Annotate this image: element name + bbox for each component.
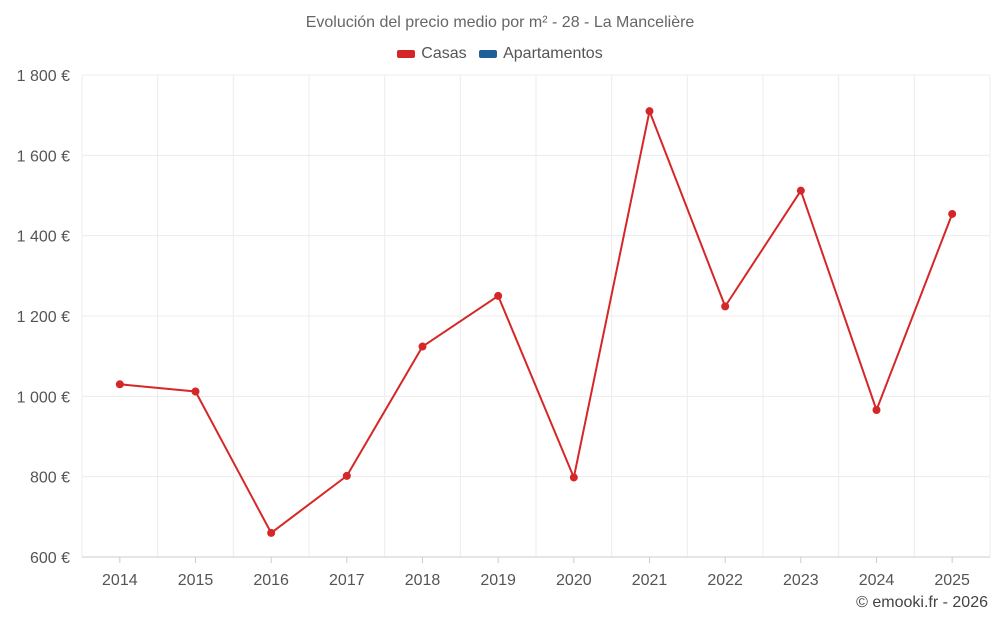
- data-point-casas-2014[interactable]: [115, 380, 124, 389]
- data-point-casas-2025[interactable]: [948, 209, 957, 218]
- legend-item-casas[interactable]: Casas: [397, 45, 467, 63]
- data-point-casas-2016[interactable]: [267, 528, 276, 537]
- legend-swatch-casas: [397, 50, 416, 58]
- data-point-casas-2022[interactable]: [721, 302, 730, 311]
- y-tick-label: 1 600 €: [17, 148, 70, 165]
- x-tick-label: 2019: [480, 572, 516, 589]
- data-point-casas-2020[interactable]: [569, 473, 578, 482]
- data-point-casas-2017[interactable]: [342, 471, 351, 480]
- x-tick-label: 2025: [934, 572, 970, 589]
- series-line-casas: [119, 110, 954, 534]
- x-tick-label: 2015: [178, 572, 214, 589]
- legend-label-casas: Casas: [421, 45, 467, 62]
- grid-layer: [81, 74, 991, 558]
- x-tick-label: 2017: [329, 572, 365, 589]
- y-tick-label: 1 800 €: [17, 68, 70, 85]
- legend-item-apartamentos[interactable]: Apartamentos: [479, 45, 603, 63]
- x-tick-label: 2024: [859, 572, 895, 589]
- data-point-casas-2019[interactable]: [494, 291, 503, 300]
- chart-title: Evolución del precio medio por m² - 28 -…: [305, 14, 695, 31]
- x-tick-label: 2021: [632, 572, 668, 589]
- x-tick-label: 2022: [707, 572, 743, 589]
- x-tick-label: 2020: [556, 572, 592, 589]
- y-tick-label: 1 400 €: [17, 229, 70, 246]
- legend-label-apartamentos: Apartamentos: [503, 45, 603, 62]
- credit-text: © emooki.fr - 2026: [856, 594, 988, 611]
- data-point-casas-2023[interactable]: [796, 186, 805, 195]
- x-tick-label: 2014: [102, 572, 138, 589]
- legend-swatch-apartamentos: [479, 50, 498, 58]
- y-tick-label: 600 €: [30, 550, 70, 567]
- chart-legend: Casas Apartamentos: [0, 45, 1000, 63]
- data-point-casas-2024[interactable]: [872, 405, 881, 414]
- x-tick-label: 2018: [405, 572, 441, 589]
- data-point-casas-2015[interactable]: [191, 387, 200, 396]
- axis-layer: 600 € 800 € 1 000 € 1 200 € 1 400 € 1 600 € 1 …: [17, 68, 990, 589]
- y-tick-label: 800 €: [30, 470, 70, 487]
- y-tick-label: 1 200 €: [17, 309, 70, 326]
- y-tick-label: 1 000 €: [17, 389, 70, 406]
- x-tick-label: 2023: [783, 572, 819, 589]
- data-point-casas-2021[interactable]: [645, 107, 654, 116]
- series-layer: [115, 107, 957, 537]
- x-tick-label: 2016: [253, 572, 289, 589]
- data-point-casas-2018[interactable]: [418, 342, 427, 351]
